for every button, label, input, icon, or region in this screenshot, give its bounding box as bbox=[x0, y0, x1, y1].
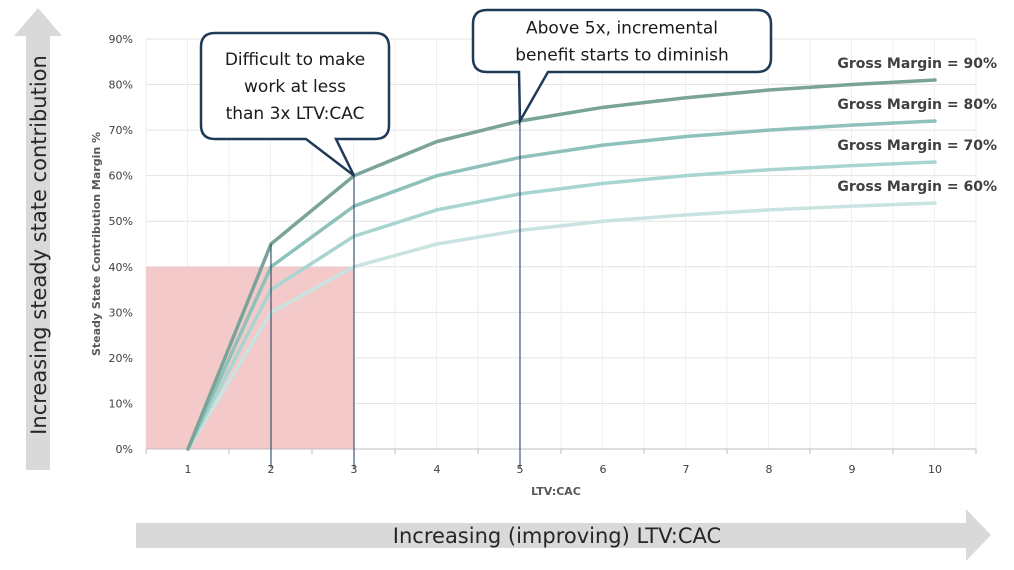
x-axis-title: LTV:CAC bbox=[531, 485, 581, 498]
series-label: Gross Margin = 60% bbox=[837, 179, 997, 195]
annotation-text: than 3x LTV:CAC bbox=[226, 104, 365, 124]
x-tick-label: 4 bbox=[434, 463, 441, 476]
y-tick-label: 80% bbox=[109, 79, 133, 92]
series-line bbox=[186, 160, 937, 451]
y-tick-label: 20% bbox=[109, 352, 133, 365]
series-label: Gross Margin = 90% bbox=[837, 56, 997, 72]
x-tick-label: 9 bbox=[849, 463, 856, 476]
series-line bbox=[186, 78, 937, 451]
annotation-callout bbox=[471, 8, 773, 126]
y-tick-label: 10% bbox=[109, 397, 133, 410]
series-label: Gross Margin = 80% bbox=[837, 97, 997, 113]
annotation-text: benefit starts to diminish bbox=[515, 46, 729, 66]
y-axis-arrow-label: Increasing steady state contribution bbox=[27, 55, 51, 435]
series-line bbox=[186, 119, 937, 451]
y-axis-title: Steady State Contribution Margin % bbox=[90, 132, 103, 356]
y-tick-label: 40% bbox=[109, 261, 133, 274]
y-tick-label: 90% bbox=[109, 33, 133, 46]
x-tick-label: 10 bbox=[928, 463, 942, 476]
y-tick-label: 30% bbox=[109, 306, 133, 319]
x-tick-label: 1 bbox=[185, 463, 192, 476]
y-tick-label: 70% bbox=[109, 124, 133, 137]
y-tick-label: 60% bbox=[109, 170, 133, 183]
x-tick-label: 7 bbox=[683, 463, 690, 476]
annotation-text: Difficult to make bbox=[225, 50, 365, 70]
x-tick-label: 5 bbox=[517, 463, 524, 476]
series-label: Gross Margin = 70% bbox=[837, 138, 997, 154]
y-axis-arrow bbox=[14, 8, 62, 470]
y-tick-label: 0% bbox=[116, 443, 133, 456]
y-tick-label: 50% bbox=[109, 215, 133, 228]
series-line bbox=[186, 201, 937, 451]
plot-area: 0% 10% 20% 30% 40% 50% 60% 70% 80% 90% 1 2 3 4 5 6 7 8 9 10… bbox=[90, 8, 997, 498]
x-tick-label: 3 bbox=[351, 463, 358, 476]
x-axis-arrow bbox=[136, 509, 991, 561]
x-tick-label: 6 bbox=[600, 463, 607, 476]
x-axis-arrow-label: Increasing (improving) LTV:CAC bbox=[393, 524, 721, 548]
annotation-text: Above 5x, incremental bbox=[526, 19, 718, 39]
x-tick-label: 8 bbox=[766, 463, 773, 476]
annotation-text: work at less bbox=[244, 77, 346, 97]
x-tick-label: 2 bbox=[268, 463, 275, 476]
annotation-callout bbox=[199, 31, 391, 177]
